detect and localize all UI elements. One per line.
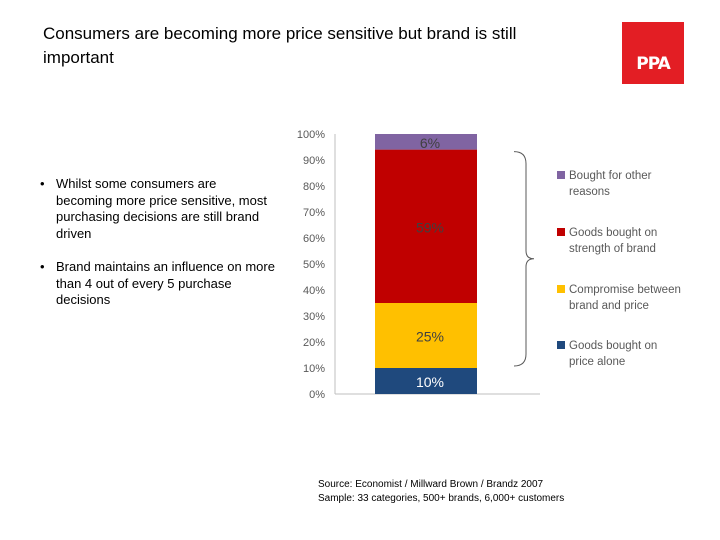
data-label: 6%	[420, 135, 440, 151]
y-tick-label: 80%	[303, 181, 325, 193]
legend-swatch	[557, 171, 565, 179]
bullet-list: • Whilst some consumers are becoming mor…	[40, 176, 275, 326]
y-tick-label: 20%	[303, 337, 325, 349]
legend-label-line: reasons	[569, 186, 610, 198]
bullet-item: • Whilst some consumers are becoming mor…	[40, 176, 275, 242]
bullet-dot-icon: •	[40, 259, 45, 274]
logo-text: PPA	[636, 54, 671, 74]
y-tick-label: 10%	[303, 363, 325, 375]
y-tick-label: 70%	[303, 207, 325, 219]
source-line: Source: Economist / Millward Brown / Bra…	[318, 479, 544, 490]
legend-label-line: Goods bought on	[569, 340, 657, 352]
bar-segment	[375, 134, 477, 150]
y-tick-label: 60%	[303, 233, 325, 245]
y-tick-label: 40%	[303, 285, 325, 297]
legend-label: Goods bought on price alone	[569, 340, 657, 368]
data-label: 59%	[416, 219, 444, 235]
bullet-item: • Brand maintains an influence on more t…	[40, 259, 275, 309]
legend-label-line: brand and price	[569, 300, 649, 312]
legend-label-line: Goods bought on	[569, 227, 657, 239]
y-tick-label: 0%	[309, 389, 325, 401]
y-tick-label: 50%	[303, 259, 325, 271]
bar-segment	[375, 368, 477, 394]
ppa-logo: PPA	[622, 22, 684, 84]
legend-label-line: price alone	[569, 356, 625, 368]
legend-swatch	[557, 228, 565, 236]
legend-label-line: strength of brand	[569, 243, 656, 255]
y-tick-label: 30%	[303, 311, 325, 323]
y-tick-label: 90%	[303, 155, 325, 167]
legend-label-line: Bought for other	[569, 170, 652, 182]
bar-segment	[375, 303, 477, 368]
bullet-dot-icon: •	[40, 176, 45, 191]
bullet-text: Brand maintains an influence on more tha…	[56, 259, 275, 307]
legend-label: Goods bought on strength of brand	[569, 227, 657, 255]
legend-swatch	[557, 285, 565, 293]
source-note: Source: Economist / Millward Brown / Bra…	[318, 478, 564, 506]
legend-label: Compromise between brand and price	[569, 284, 681, 312]
legend-swatch	[557, 341, 565, 349]
legend-label-line: Compromise between	[569, 284, 681, 296]
slide-title: Consumers are becoming more price sensit…	[43, 24, 517, 67]
data-label: 10%	[416, 374, 444, 390]
bullet-text: Whilst some consumers are becoming more …	[56, 176, 267, 241]
data-label: 25%	[416, 329, 444, 345]
brace-bracket	[513, 151, 535, 367]
bar-segment	[375, 149, 477, 303]
sample-line: Sample: 33 categories, 500+ brands, 6,00…	[318, 493, 565, 504]
legend-label: Bought for other reasons	[569, 170, 652, 198]
y-tick-label: 100%	[297, 129, 325, 141]
